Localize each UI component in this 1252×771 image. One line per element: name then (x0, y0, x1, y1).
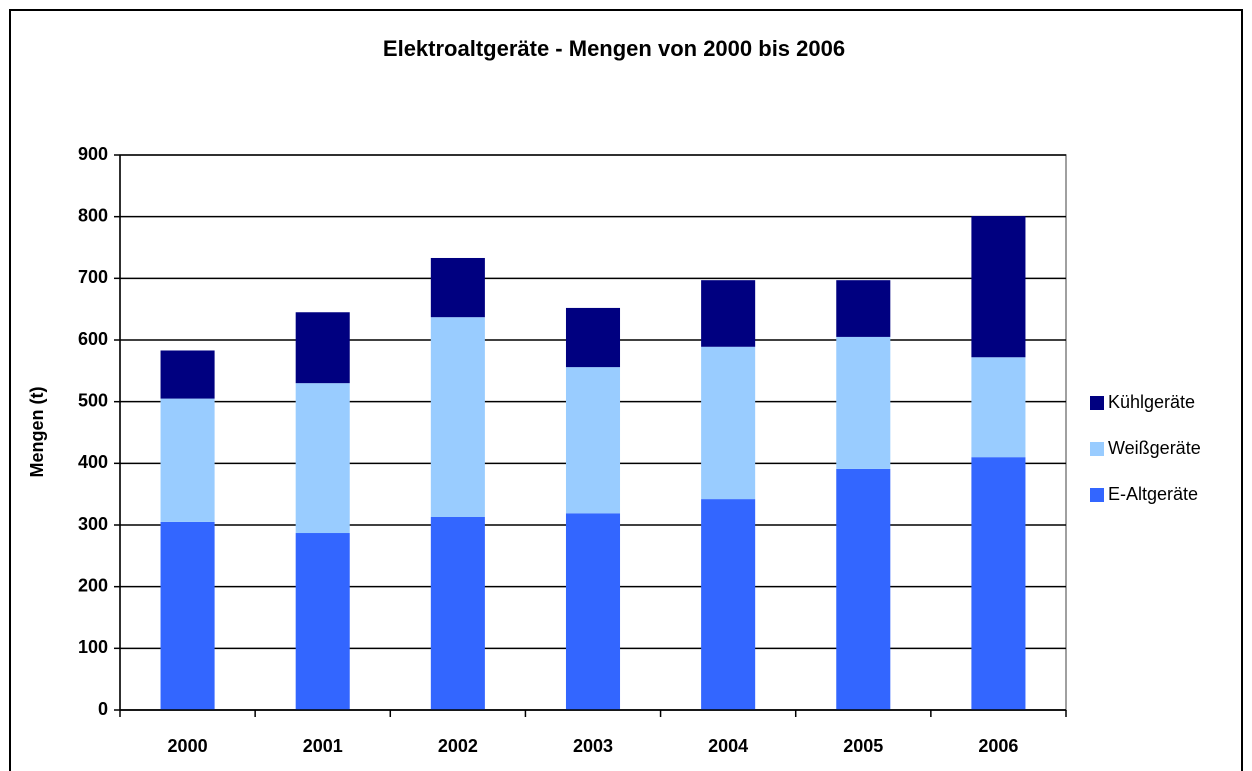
bar-segment (701, 346, 756, 500)
bar-segment (160, 398, 215, 522)
bar-segment (971, 457, 1026, 710)
bar-segment (430, 257, 485, 318)
legend-swatch (1090, 396, 1104, 410)
bar-segment (701, 499, 756, 710)
y-tick-label: 500 (78, 390, 108, 410)
bar-segment (160, 350, 215, 399)
y-tick-label: 800 (78, 205, 108, 225)
y-tick-label: 700 (78, 267, 108, 287)
y-tick-label: 600 (78, 329, 108, 349)
x-tick-label: 2003 (573, 736, 613, 756)
bar-segment (565, 367, 621, 514)
legend-label: Weißgeräte (1108, 438, 1201, 458)
bar-segment (160, 521, 215, 710)
x-tick-label: 2005 (843, 736, 883, 756)
bar-segment (836, 336, 891, 469)
bar-segment (295, 383, 350, 534)
legend-label: E-Altgeräte (1108, 484, 1198, 504)
x-tick-label: 2001 (303, 736, 343, 756)
bar-segment (430, 516, 485, 710)
y-tick-label: 0 (98, 699, 108, 719)
bar-segment (836, 280, 891, 337)
x-tick-label: 2006 (978, 736, 1018, 756)
y-tick-label: 200 (78, 575, 108, 595)
bar-segment (295, 312, 350, 384)
bar-segment (971, 357, 1026, 458)
chart-title: Elektroaltgeräte - Mengen von 2000 bis 2… (383, 36, 845, 61)
bar-segment (565, 307, 621, 368)
bar-segment (565, 513, 621, 710)
bar-segment (836, 468, 891, 710)
y-tick-label: 900 (78, 144, 108, 164)
bar-segment (971, 216, 1026, 358)
y-axis-label: Mengen (t) (27, 387, 47, 478)
bar-segment (701, 280, 756, 347)
x-tick-label: 2004 (708, 736, 748, 756)
y-tick-label: 400 (78, 452, 108, 472)
y-tick-label: 300 (78, 514, 108, 534)
bar-segment (295, 533, 350, 710)
x-tick-label: 2002 (438, 736, 478, 756)
legend-label: Kühlgeräte (1108, 392, 1195, 412)
bar-segment (430, 317, 485, 517)
y-tick-label: 100 (78, 637, 108, 657)
legend-swatch (1090, 488, 1104, 502)
x-tick-label: 2000 (168, 736, 208, 756)
legend-swatch (1090, 442, 1104, 456)
